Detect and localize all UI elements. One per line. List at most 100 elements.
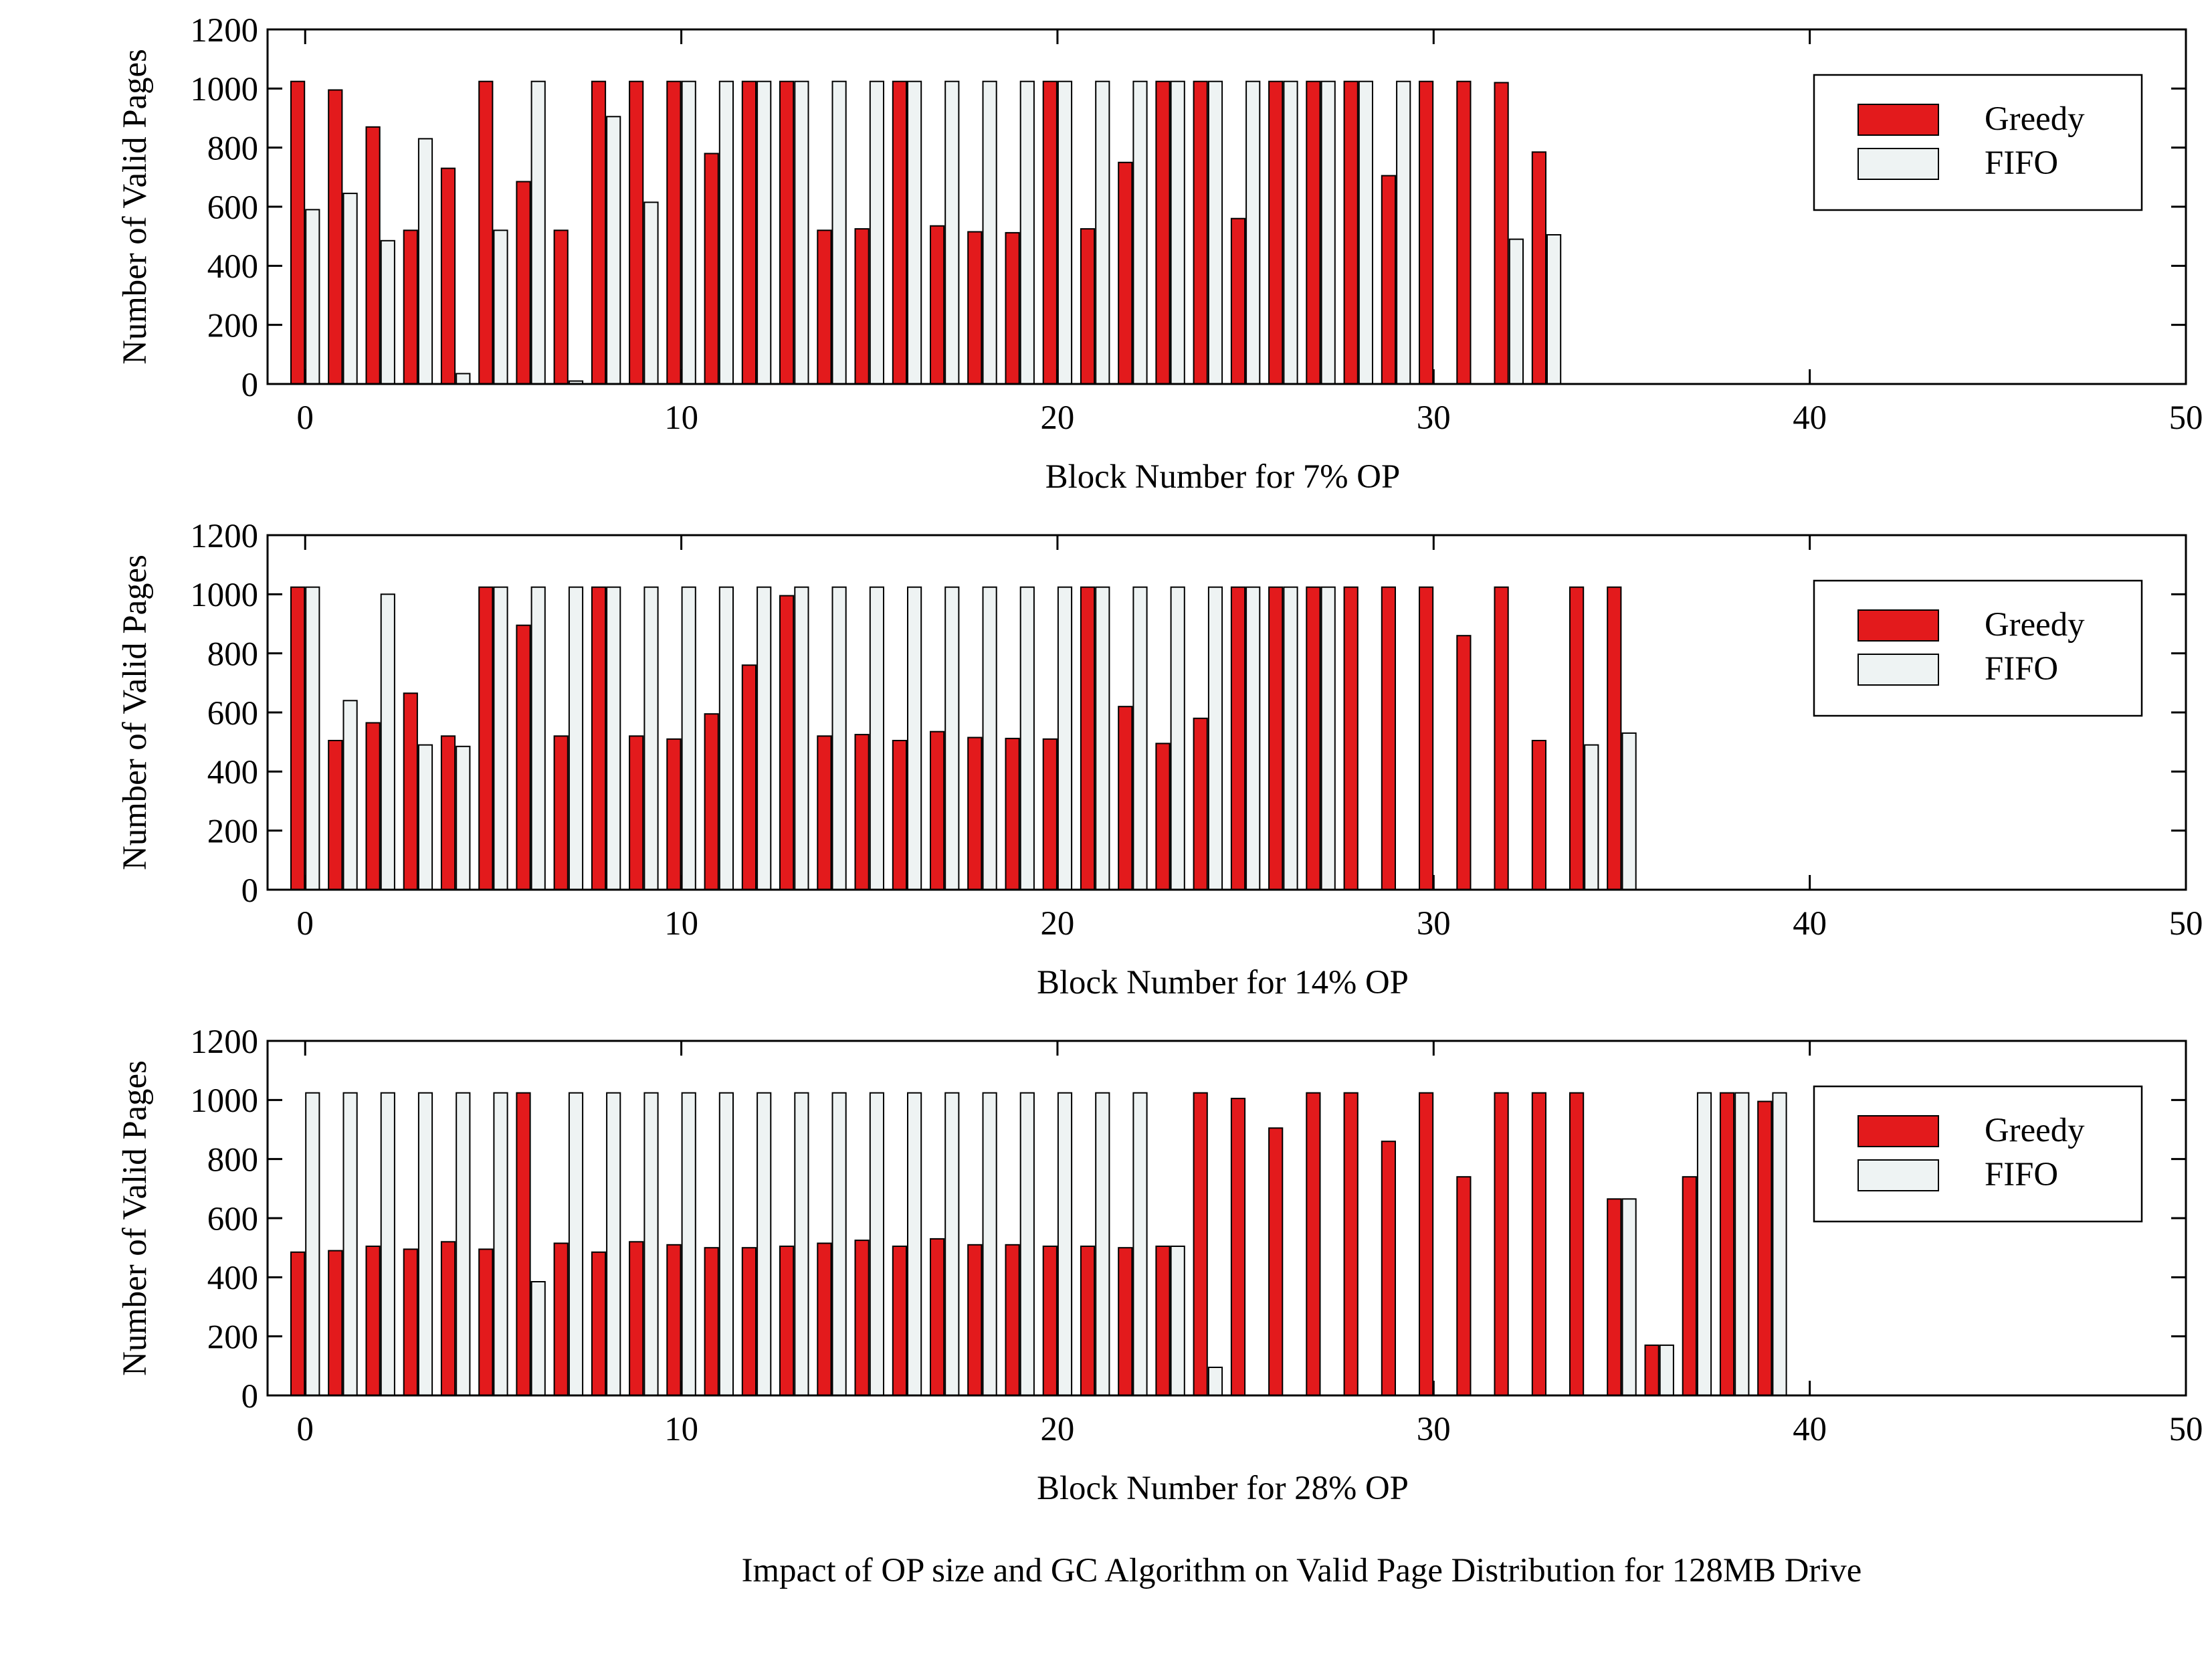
bar-fifo-block-4 [456,1092,471,1396]
bar-greedy-block-29 [1381,586,1397,890]
x-tick-label: 0 [297,1410,314,1448]
bar-fifo-block-16 [907,80,922,385]
bar-greedy-block-32 [1494,82,1509,385]
bar-greedy-block-10 [666,1244,682,1397]
bar-greedy-block-24 [1193,1092,1208,1396]
bar-greedy-block-28 [1343,1092,1359,1396]
x-tick-label: 40 [1793,1410,1827,1448]
x-tick-label: 20 [1041,1410,1075,1448]
bar-fifo-block-8 [606,116,621,385]
bar-fifo-block-39 [1772,1092,1787,1396]
bar-greedy-block-7 [553,229,569,385]
bar-greedy-block-14 [817,735,832,891]
bar-greedy-block-1 [328,89,343,385]
bar-fifo-block-3 [417,1092,433,1396]
bar-greedy-block-3 [403,692,418,891]
bar-fifo-block-0 [305,209,320,385]
bar-greedy-block-12 [741,80,757,385]
x-tick-label: 20 [1041,904,1075,942]
y-tick-label: 400 [207,1259,258,1296]
x-tick-label: 30 [1417,399,1451,436]
bar-greedy-block-33 [1531,740,1547,890]
bar-greedy-block-7 [553,735,569,891]
bar-fifo-block-13 [794,1092,809,1396]
x-tick-label: 30 [1417,1410,1451,1448]
x-tick-label: 10 [664,1410,698,1448]
bar-fifo-block-19 [1019,80,1035,385]
bar-greedy-block-2 [365,126,381,385]
bar-greedy-block-23 [1155,743,1171,891]
bar-fifo-block-5 [493,1092,508,1396]
bar-greedy-block-31 [1456,80,1472,385]
bar-greedy-block-20 [1042,80,1058,385]
bar-fifo-block-12 [757,80,772,385]
bar-fifo-block-1 [342,700,358,891]
bar-greedy-block-6 [516,181,531,385]
bar-greedy-block-38 [1719,1092,1735,1396]
bar-greedy-block-0 [290,80,306,385]
bar-greedy-block-36 [1644,1344,1660,1397]
legend-swatch-fifo [1857,654,1939,686]
bar-fifo-block-9 [643,586,659,890]
bar-greedy-block-11 [704,1247,719,1396]
bar-fifo-block-18 [982,1092,997,1396]
y-tick-label: 800 [207,129,258,167]
bar-fifo-block-15 [869,80,885,385]
bar-fifo-block-21 [1095,1092,1110,1396]
y-tick-label: 0 [241,366,258,403]
bar-greedy-block-24 [1193,80,1208,385]
bar-greedy-block-5 [478,80,494,385]
bar-fifo-block-5 [493,229,508,385]
bar-fifo-block-14 [831,80,847,385]
bar-greedy-block-11 [704,713,719,890]
bar-fifo-block-16 [907,1092,922,1396]
bar-greedy-block-2 [365,1246,381,1396]
bar-fifo-block-32 [1508,238,1524,385]
bar-greedy-block-30 [1419,1092,1434,1396]
legend-swatch-fifo [1857,148,1939,180]
bar-greedy-block-15 [854,1240,870,1396]
bar-greedy-block-33 [1531,1092,1547,1396]
bar-greedy-block-18 [967,737,983,890]
bar-greedy-block-19 [1005,737,1020,891]
bar-greedy-block-18 [967,231,983,385]
bar-greedy-block-0 [290,1251,306,1397]
bar-fifo-block-14 [831,586,847,890]
bar-greedy-block-22 [1118,706,1133,890]
y-tick-label: 1200 [190,11,258,49]
bar-greedy-block-4 [440,167,456,385]
bar-greedy-block-32 [1494,1092,1509,1396]
bar-greedy-block-11 [704,153,719,385]
bar-greedy-block-16 [892,1246,908,1396]
bar-fifo-block-19 [1019,1092,1035,1396]
bar-fifo-block-21 [1095,80,1110,385]
bar-greedy-block-19 [1005,231,1020,385]
bar-greedy-block-8 [591,1251,607,1397]
bar-greedy-block-22 [1118,161,1133,385]
bar-greedy-block-20 [1042,738,1058,891]
bar-fifo-block-21 [1095,586,1110,890]
bar-greedy-block-18 [967,1244,983,1397]
y-tick-label: 200 [207,1318,258,1355]
bar-fifo-block-18 [982,80,997,385]
x-tick-label: 30 [1417,904,1451,942]
bar-fifo-block-11 [718,1092,734,1396]
axis-ticks: 0 200 400 600 800 1000 1200 0 10 20 30 40 50 [190,517,2203,942]
bar-greedy-block-27 [1306,1092,1321,1396]
bar-fifo-block-33 [1546,234,1562,385]
bar-fifo-block-8 [606,586,621,890]
y-tick-label: 0 [241,872,258,909]
x-axis-label: Block Number for 14% OP [1037,963,1409,1001]
bar-fifo-block-9 [643,1092,659,1396]
bar-fifo-block-13 [794,80,809,385]
bar-greedy-block-1 [328,1250,343,1396]
bar-greedy-block-1 [328,740,343,890]
bar-fifo-block-26 [1283,586,1298,890]
legend: Greedy FIFO [1813,1085,2143,1223]
bar-greedy-block-22 [1118,1247,1133,1396]
bar-fifo-block-34 [1584,744,1599,890]
bar-fifo-block-19 [1019,586,1035,890]
bar-greedy-block-13 [779,1246,795,1396]
bar-greedy-block-4 [440,735,456,891]
bar-fifo-block-25 [1245,80,1261,385]
